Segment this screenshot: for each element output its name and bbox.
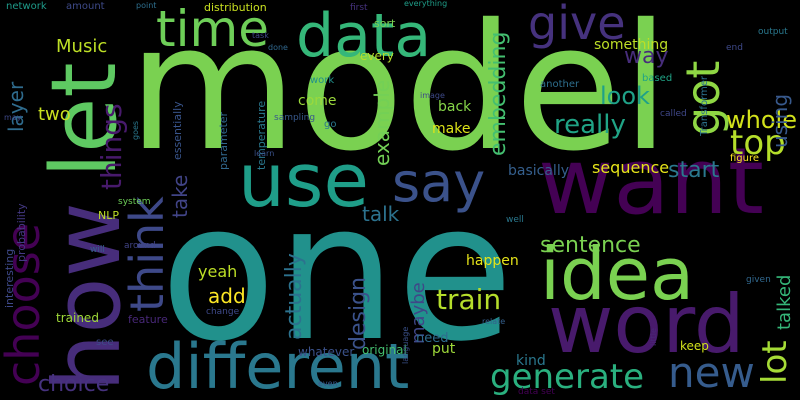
word: use xyxy=(238,138,369,224)
word: two xyxy=(38,104,71,125)
word: using xyxy=(768,93,792,148)
word: learn xyxy=(254,149,275,158)
word: top xyxy=(730,123,786,163)
word: sentence xyxy=(540,233,641,258)
word: goes xyxy=(131,120,140,140)
word: yeah xyxy=(198,262,238,281)
word: look xyxy=(600,82,650,110)
word: end xyxy=(726,43,743,53)
word: around xyxy=(124,241,156,251)
word: happen xyxy=(466,253,519,269)
word: system xyxy=(118,197,151,207)
word: sequence xyxy=(592,158,670,177)
word: layer xyxy=(4,81,28,132)
word: Music xyxy=(56,36,108,57)
word: design xyxy=(346,277,371,350)
word: give xyxy=(528,0,626,50)
word: done xyxy=(268,43,288,52)
word: add xyxy=(208,284,246,308)
word: Transformer xyxy=(699,75,710,136)
word: interesting xyxy=(3,248,16,308)
word: everything xyxy=(404,0,448,8)
word: something xyxy=(594,37,669,53)
word: see xyxy=(96,337,114,348)
word: come xyxy=(298,93,337,109)
word: basically xyxy=(508,163,569,179)
word: feature xyxy=(128,313,168,326)
word: work xyxy=(310,75,335,86)
word: amount xyxy=(66,1,105,12)
word: well xyxy=(506,215,524,225)
word: need xyxy=(416,331,449,346)
word: really xyxy=(554,110,626,140)
word: keep xyxy=(680,339,709,353)
word: essentially xyxy=(171,101,184,160)
word: way xyxy=(624,44,669,69)
word: back xyxy=(438,99,472,115)
word: example xyxy=(370,79,394,166)
word: parameter xyxy=(217,111,230,170)
word: image xyxy=(420,91,445,100)
word: new xyxy=(668,348,755,397)
word: put xyxy=(432,341,456,357)
word: task xyxy=(252,31,269,40)
word: time xyxy=(156,0,269,58)
word: every xyxy=(360,49,394,63)
word: even xyxy=(318,379,338,388)
word: want xyxy=(538,128,765,235)
word: generate xyxy=(490,357,645,397)
word: point xyxy=(136,1,157,10)
word: distribution xyxy=(204,1,267,14)
word: will xyxy=(90,245,105,255)
word: little xyxy=(649,328,658,346)
word: embedding xyxy=(486,31,511,156)
word: sampling xyxy=(274,113,316,123)
word: relate xyxy=(482,317,506,326)
word: original xyxy=(362,343,407,357)
word: kind xyxy=(516,353,546,369)
word: change xyxy=(206,307,240,317)
word: whole xyxy=(726,106,797,134)
word: whatever xyxy=(298,345,355,359)
word: trained xyxy=(56,311,99,325)
word: temperature xyxy=(255,100,268,170)
word: start xyxy=(668,158,720,183)
word: given xyxy=(746,275,771,285)
word: train xyxy=(436,283,502,316)
word: make xyxy=(432,121,471,137)
word: first xyxy=(350,3,368,13)
word: probability xyxy=(15,203,28,262)
word: talked xyxy=(774,274,795,330)
word: actually xyxy=(282,253,307,340)
word: one xyxy=(160,162,514,383)
word: think xyxy=(120,196,174,312)
word: different xyxy=(146,330,410,400)
word: sort xyxy=(374,17,396,30)
word: lot xyxy=(755,340,795,384)
word: things xyxy=(95,103,128,190)
word: network xyxy=(6,1,47,12)
word: talk xyxy=(362,202,400,226)
word: another xyxy=(540,79,580,90)
word: take xyxy=(168,174,192,218)
word: output xyxy=(758,27,788,37)
word: data xyxy=(296,1,432,71)
word: data set xyxy=(518,387,555,397)
word: figure xyxy=(730,153,760,164)
word: idea xyxy=(540,232,695,316)
word: based xyxy=(642,73,673,84)
word: model xyxy=(128,0,670,190)
word: NLP xyxy=(98,209,119,222)
word: choice xyxy=(38,372,110,397)
word: word xyxy=(548,278,745,371)
word: called xyxy=(660,109,687,119)
word: language xyxy=(401,326,410,364)
word: may xyxy=(4,113,22,122)
word: go xyxy=(324,119,337,130)
word: say xyxy=(392,151,486,214)
